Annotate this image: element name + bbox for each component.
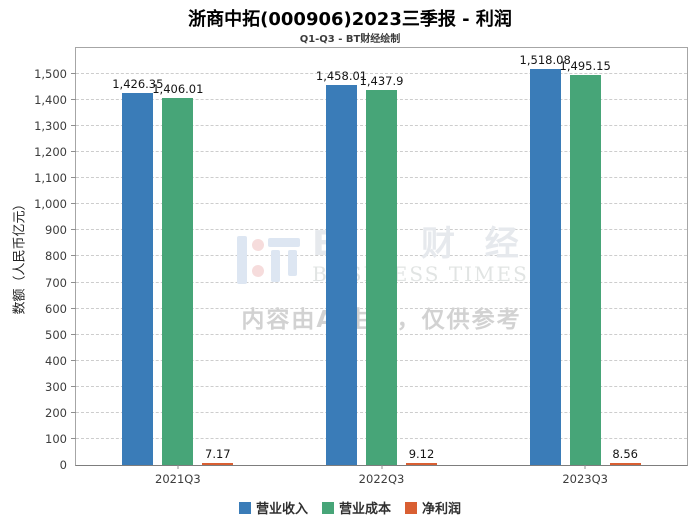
y-tick-label: 1,400 xyxy=(34,92,67,107)
bt-logo-dot xyxy=(252,239,265,251)
y-tick-mark xyxy=(71,385,76,387)
bt-logo-pi-leg xyxy=(288,250,298,276)
bt-logo-pi-bar xyxy=(268,238,301,247)
bar-net-profit-2023Q3: 8.56 xyxy=(609,447,641,465)
bar-group-2021Q3: 1,426.35 1,406.01 7.17 xyxy=(112,77,238,465)
y-tick-label: 0 xyxy=(59,458,67,472)
legend-label: 营业收入 xyxy=(255,502,308,517)
y-tick-mark xyxy=(71,151,76,153)
y-tick-mark xyxy=(71,281,76,283)
bt-logo-dot xyxy=(252,265,265,277)
y-tick-label: 1,000 xyxy=(34,197,67,212)
bar-revenue-2021Q3: 1,426.35 xyxy=(112,77,163,465)
legend-swatch-icon xyxy=(321,501,334,514)
bar-group-2022Q3: 1,458.01 1,437.9 9.12 xyxy=(316,69,442,465)
x-tick-label: 2021Q3 xyxy=(155,472,201,486)
bar-value-label: 1,458.01 xyxy=(315,68,368,83)
bar-value-label: 9.12 xyxy=(408,446,435,461)
y-tick-mark xyxy=(71,255,76,257)
bar-value-label: 1,426.35 xyxy=(112,77,164,92)
y-tick-mark xyxy=(71,229,76,231)
bt-logo-icon xyxy=(234,226,301,288)
y-tick-mark xyxy=(71,333,76,335)
legend-swatch-icon xyxy=(238,501,251,514)
plot-area: B T 财 经 BUSINESS TIMES 内容由AI生成，仅供参考 0100… xyxy=(34,47,688,486)
y-tick-label: 400 xyxy=(45,353,67,368)
y-tick-label: 100 xyxy=(45,431,67,446)
gridline xyxy=(76,72,687,74)
y-tick-label: 1,300 xyxy=(34,119,67,134)
x-tick-mark xyxy=(177,465,179,469)
bar-operating-cost-2022Q3: 1,437.9 xyxy=(360,74,403,465)
y-tick-mark xyxy=(71,359,76,361)
y-tick-label: 1,200 xyxy=(34,145,67,160)
bar-value-label: 1,518.08 xyxy=(519,53,571,68)
x-tick-label: 2023Q3 xyxy=(562,472,608,486)
x-tick-mark xyxy=(584,465,586,469)
bar-value-label: 1,406.01 xyxy=(152,82,204,97)
legend-swatch-icon xyxy=(405,501,417,514)
legend-item-operating-cost: 营业成本 xyxy=(321,498,391,517)
y-tick-mark xyxy=(71,437,76,439)
legend-label: 净利润 xyxy=(422,502,462,517)
y-tick-mark xyxy=(71,98,76,100)
chart-title: 浙商中拓(000906)2023三季报 - 利润 xyxy=(188,9,512,30)
y-tick-mark xyxy=(71,125,76,127)
bar-revenue-2022Q3: 1,458.01 xyxy=(316,69,367,465)
bar-value-label: 1,437.9 xyxy=(359,74,404,89)
y-tick-label: 800 xyxy=(45,249,67,264)
bar-revenue-2023Q3: 1,518.08 xyxy=(520,53,571,465)
y-tick-label: 300 xyxy=(45,379,67,394)
y-tick-label: 200 xyxy=(45,405,67,420)
y-tick-mark xyxy=(71,72,76,74)
y-tick-mark xyxy=(71,411,76,413)
y-tick-mark xyxy=(71,177,76,179)
y-tick-label: 1,500 xyxy=(34,66,67,81)
legend-label: 营业成本 xyxy=(338,502,391,517)
y-tick-label: 600 xyxy=(45,301,67,316)
bar-group-2023Q3: 1,518.08 1,495.15 8.56 xyxy=(520,53,645,465)
legend-item-net-profit: 净利润 xyxy=(405,498,461,517)
bar-operating-cost-2023Q3: 1,495.15 xyxy=(560,59,611,465)
legend-item-revenue: 营业收入 xyxy=(238,498,308,517)
bar-value-label: 8.56 xyxy=(612,446,638,461)
bar-net-profit-2022Q3: 9.12 xyxy=(406,447,437,465)
bar-net-profit-2021Q3: 7.17 xyxy=(202,447,234,465)
x-tick-mark xyxy=(381,465,382,469)
bar-value-label: 1,495.15 xyxy=(559,59,611,74)
legend: 营业收入 营业成本 净利润 xyxy=(0,498,700,517)
bar-operating-cost-2021Q3: 1,406.01 xyxy=(152,82,203,465)
bt-logo-stem xyxy=(237,236,248,284)
y-tick-label: 500 xyxy=(45,327,67,342)
x-tick-label: 2022Q3 xyxy=(358,472,405,486)
y-tick-label: 1,100 xyxy=(34,171,67,186)
y-tick-mark xyxy=(71,307,76,309)
y-tick-mark xyxy=(71,203,76,205)
bar-value-label: 7.17 xyxy=(205,447,231,462)
y-tick-label: 700 xyxy=(45,275,67,290)
y-tick-label: 900 xyxy=(45,223,67,238)
chart-subtitle: Q1-Q3 - BT财经绘制 xyxy=(299,34,401,45)
